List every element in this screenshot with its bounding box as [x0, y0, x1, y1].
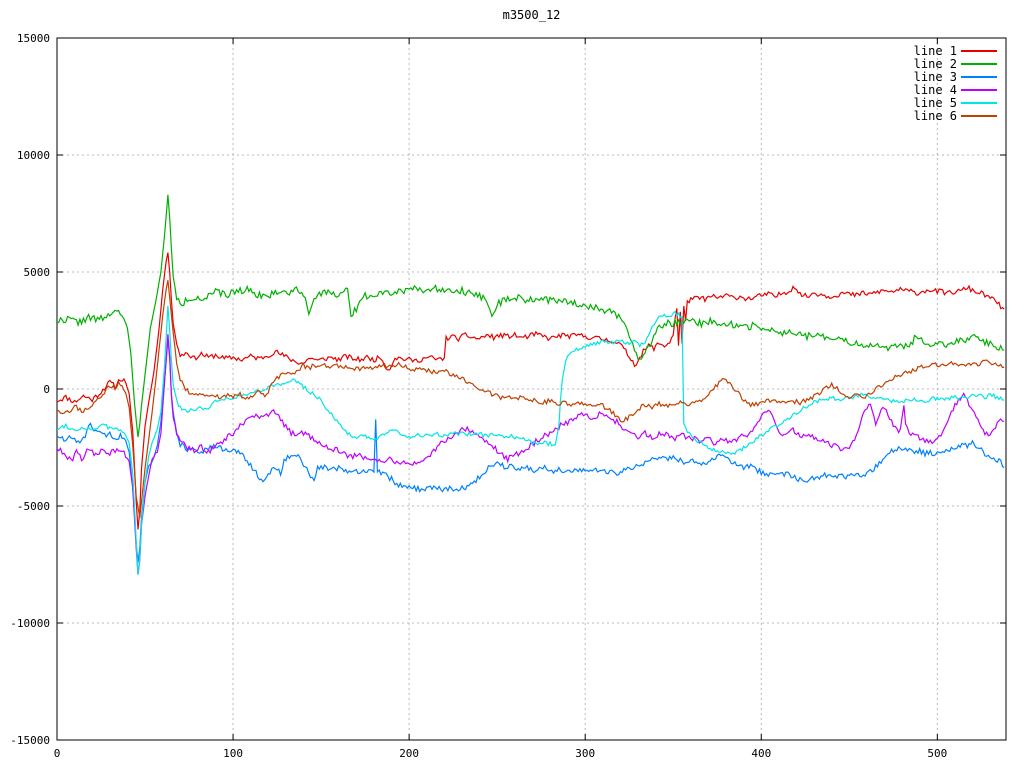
- series-line-3: [57, 339, 1005, 563]
- legend-label-line-1: line 1: [914, 44, 957, 58]
- y-axis-tick-label: -10000: [10, 617, 50, 630]
- series-line-4: [57, 333, 1005, 575]
- y-axis-tick-label: 0: [43, 383, 50, 396]
- y-axis-tick-label: 10000: [17, 149, 50, 162]
- x-axis-tick-label: 400: [751, 747, 771, 760]
- x-axis-tick-label: 0: [54, 747, 61, 760]
- series-line-2: [57, 194, 1005, 438]
- plot-border: [56, 37, 1007, 741]
- y-axis-tick-label: -5000: [17, 500, 50, 513]
- y-axis-tick-label: 5000: [24, 266, 51, 279]
- series-line-6: [57, 280, 1005, 518]
- legend-label-line-6: line 6: [914, 109, 957, 123]
- x-axis-tick-label: 100: [223, 747, 243, 760]
- x-axis-tick-label: 300: [575, 747, 595, 760]
- chart-title: m3500_12: [502, 8, 561, 22]
- y-axis-tick-label: -15000: [10, 734, 50, 747]
- legend-label-line-4: line 4: [914, 83, 957, 97]
- legend-label-line-5: line 5: [914, 96, 957, 110]
- legend-label-line-2: line 2: [914, 57, 957, 71]
- x-axis-tick-label: 200: [399, 747, 419, 760]
- legend-label-line-3: line 3: [914, 70, 957, 84]
- series-line-1: [57, 252, 1005, 530]
- x-axis-tick-label: 500: [927, 747, 947, 760]
- y-axis-tick-label: 15000: [17, 32, 50, 45]
